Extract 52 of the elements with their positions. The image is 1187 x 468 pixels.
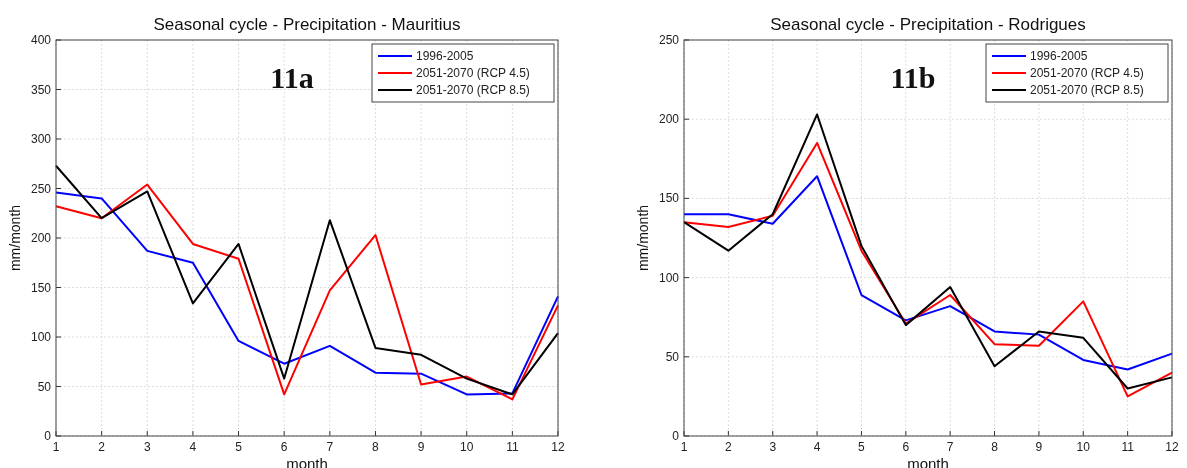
x-tick-label: 9 (417, 440, 425, 454)
y-tick-label: 300 (30, 132, 52, 146)
x-tick-label: 12 (551, 440, 565, 454)
x-tick-label: 9 (1035, 440, 1043, 454)
legend-label: 1996-2005 (1030, 49, 1088, 63)
x-tick-label: 5 (858, 440, 866, 454)
x-tick-label: 3 (143, 440, 151, 454)
y-tick-label: 150 (658, 191, 680, 206)
y-axis-title: mm/month (7, 204, 23, 272)
x-tick-label: 5 (235, 440, 243, 454)
y-tick-label: 150 (30, 280, 52, 295)
y-tick-label: 200 (30, 231, 52, 245)
y-tick-label: 250 (30, 181, 52, 196)
y-axis-title: mm/month (635, 204, 651, 272)
x-tick-label: 7 (326, 440, 334, 454)
x-tick-label: 1 (680, 440, 688, 454)
annotation: 11b (890, 61, 936, 94)
x-tick-label: 3 (769, 440, 777, 454)
legend-label: 2051-2070 (RCP 4.5) (416, 66, 530, 80)
x-tick-label: 8 (991, 440, 999, 454)
y-tick-label: 200 (658, 112, 680, 127)
x-tick-label: 4 (813, 440, 821, 454)
x-tick-label: 10 (460, 440, 474, 454)
y-tick-label: 100 (30, 330, 52, 344)
x-tick-label: 6 (902, 440, 910, 454)
x-tick-label: 12 (1165, 440, 1179, 454)
y-tick-label: 250 (658, 33, 680, 47)
x-tick-label: 7 (946, 440, 954, 454)
x-tick-label: 6 (280, 440, 288, 454)
y-tick-label: 350 (30, 82, 52, 97)
x-tick-label: 8 (372, 440, 380, 454)
legend-label: 1996-2005 (416, 49, 474, 63)
y-tick-label: 0 (672, 429, 680, 443)
y-tick-label: 50 (37, 379, 52, 394)
x-tick-label: 2 (725, 440, 733, 454)
x-tick-label: 2 (98, 440, 106, 454)
y-tick-label: 0 (44, 429, 52, 443)
x-tick-label: 11 (1121, 440, 1135, 454)
legend-label: 2051-2070 (RCP 8.5) (1030, 83, 1144, 97)
x-tick-label: 4 (189, 440, 197, 454)
chart-title: Seasonal cycle - Precipitation - Rodrigues (770, 15, 1086, 34)
y-tick-label: 50 (665, 349, 680, 364)
x-tick-label: 10 (1076, 440, 1091, 454)
annotation: 11a (270, 61, 314, 94)
x-tick-label: 1 (52, 440, 60, 454)
line-series (683, 175, 1173, 371)
x-tick-label: 11 (506, 440, 519, 454)
y-tick-label: 400 (30, 33, 52, 47)
chart-title: Seasonal cycle - Precipitation - Mauritius (153, 15, 461, 34)
y-tick-label: 100 (658, 270, 680, 285)
legend-label: 2051-2070 (RCP 8.5) (416, 83, 530, 97)
legend-label: 2051-2070 (RCP 4.5) (1030, 66, 1144, 80)
